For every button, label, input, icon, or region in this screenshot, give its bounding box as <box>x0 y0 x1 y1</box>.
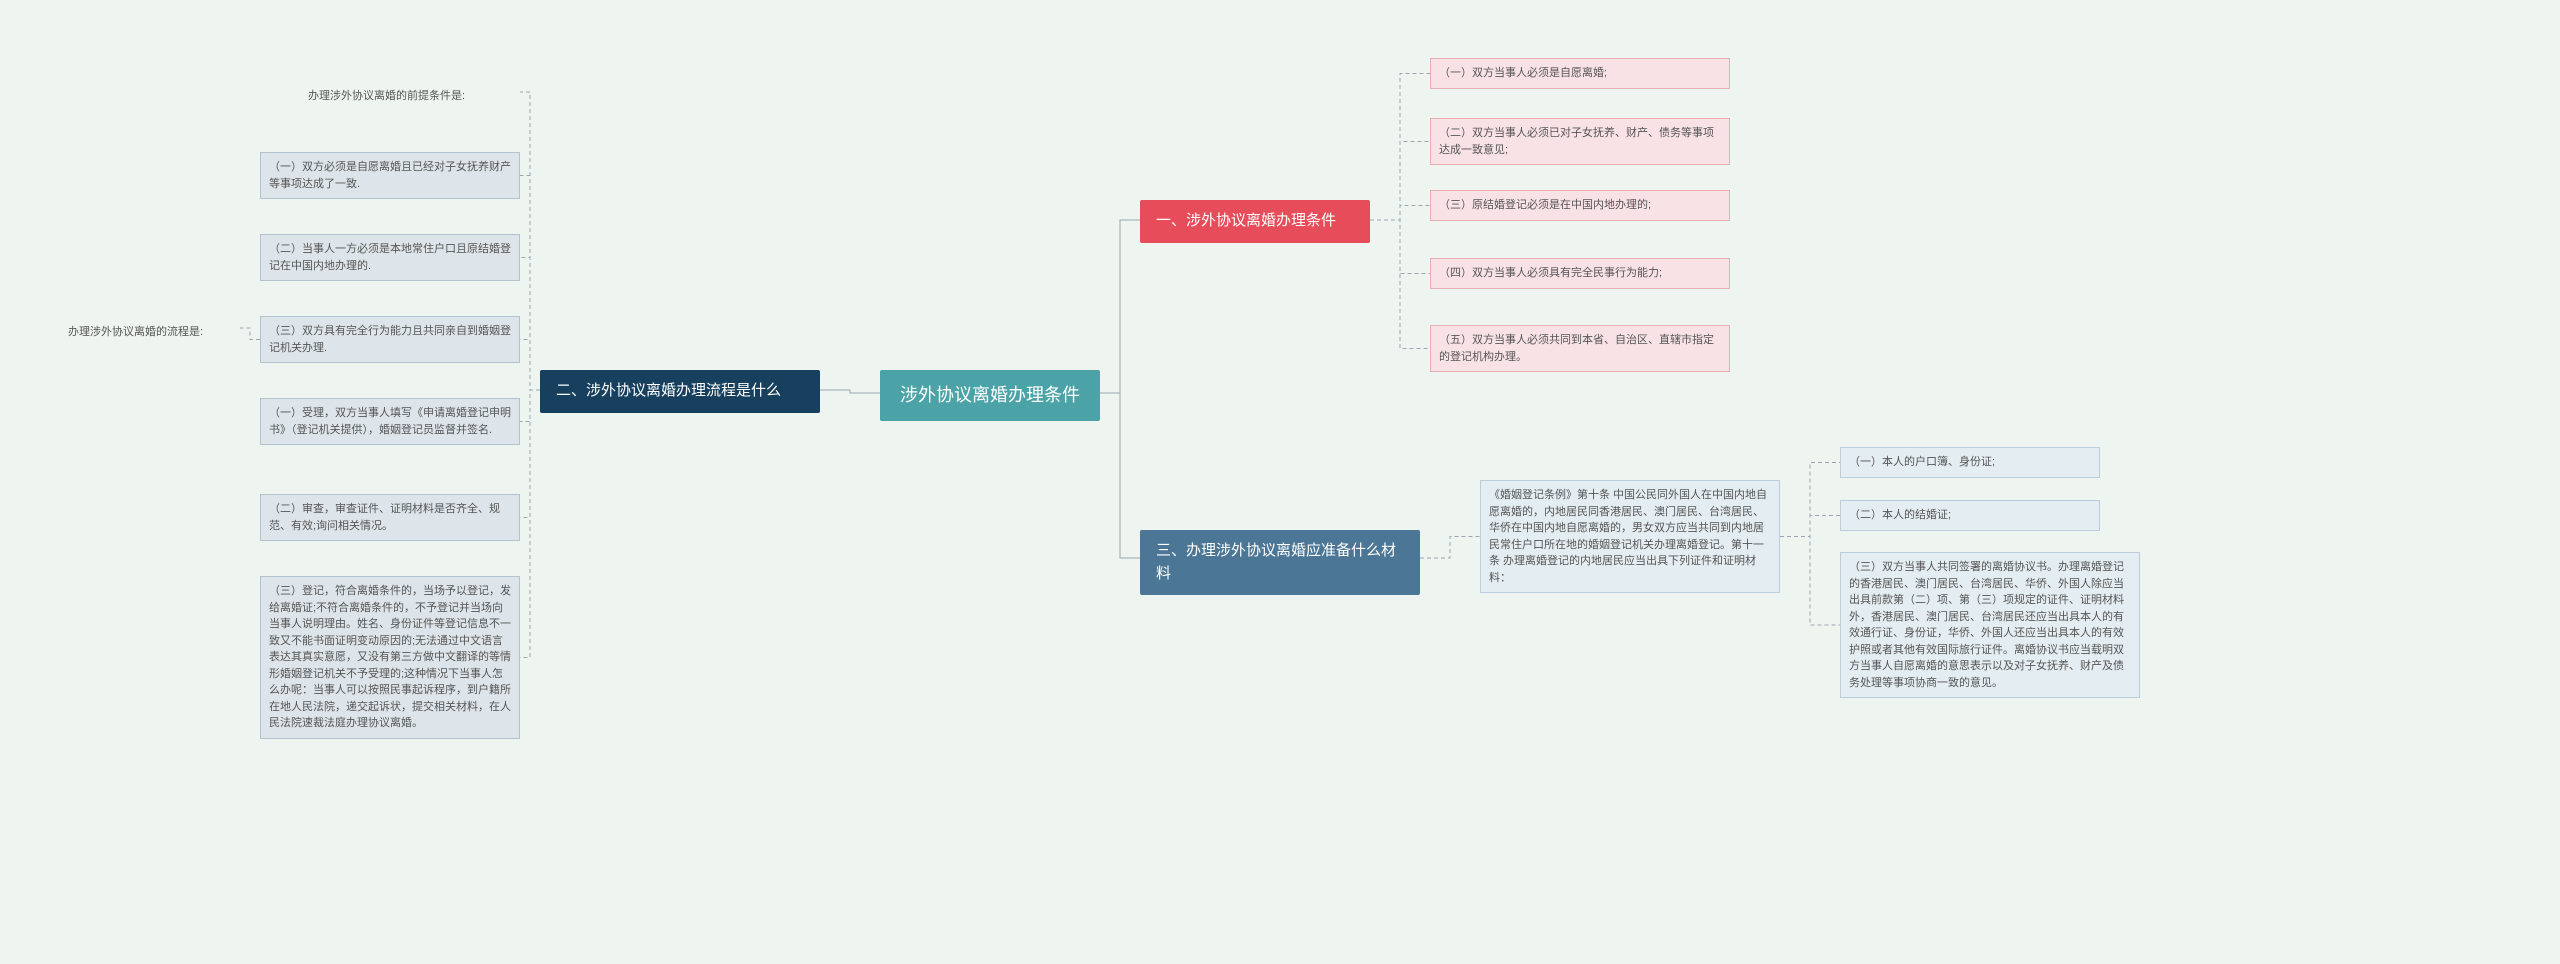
branch-b1[interactable]: 一、涉外协议离婚办理条件 <box>1140 200 1370 243</box>
branch-b2-header: 办理涉外协议离婚的前提条件是: <box>300 82 520 111</box>
branch-b2-child-5: （三）登记，符合离婚条件的，当场予以登记，发给离婚证;不符合离婚条件的，不予登记… <box>260 576 520 739</box>
branch-b1-child-0: （一）双方当事人必须是自愿离婚; <box>1430 58 1730 89</box>
branch-b1-child-1: （二）双方当事人必须已对子女抚养、财产、债务等事项达成一致意见; <box>1430 118 1730 165</box>
root-node[interactable]: 涉外协议离婚办理条件 <box>880 370 1100 421</box>
branch-b3-child-0: （一）本人的户口簿、身份证; <box>1840 447 2100 478</box>
branch-b3-child-1: （二）本人的结婚证; <box>1840 500 2100 531</box>
branch-b1-child-3: （四）双方当事人必须具有完全民事行为能力; <box>1430 258 1730 289</box>
branch-b2-child-0: （一）双方必须是自愿离婚且已经对子女抚养财产等事项达成了一致. <box>260 152 520 199</box>
branch-b2-child-2: （三）双方具有完全行为能力且共同亲自到婚姻登记机关办理. <box>260 316 520 363</box>
branch-b1-child-4: （五）双方当事人必须共同到本省、自治区、直辖市指定的登记机构办理。 <box>1430 325 1730 372</box>
branch-b3[interactable]: 三、办理涉外协议离婚应准备什么材料 <box>1140 530 1420 595</box>
branch-b2-child-1: （二）当事人一方必须是本地常住户口且原结婚登记在中国内地办理的. <box>260 234 520 281</box>
branch-b3-intro: 《婚姻登记条例》第十条 中国公民同外国人在中国内地自愿离婚的，内地居民同香港居民… <box>1480 480 1780 593</box>
branch-b2-child-4: （二）审查，审查证件、证明材料是否齐全、规范、有效;询问相关情况。 <box>260 494 520 541</box>
branch-b2-child-3: （一）受理，双方当事人填写《申请离婚登记申明书》（登记机关提供），婚姻登记员监督… <box>260 398 520 445</box>
branch-b2[interactable]: 二、涉外协议离婚办理流程是什么 <box>540 370 820 413</box>
branch-b1-child-2: （三）原结婚登记必须是在中国内地办理的; <box>1430 190 1730 221</box>
connectors-layer <box>0 0 2560 964</box>
branch-b2-group-label: 办理涉外协议离婚的流程是: <box>60 318 240 347</box>
branch-b3-child-2: （三）双方当事人共同签署的离婚协议书。办理离婚登记的香港居民、澳门居民、台湾居民… <box>1840 552 2140 698</box>
